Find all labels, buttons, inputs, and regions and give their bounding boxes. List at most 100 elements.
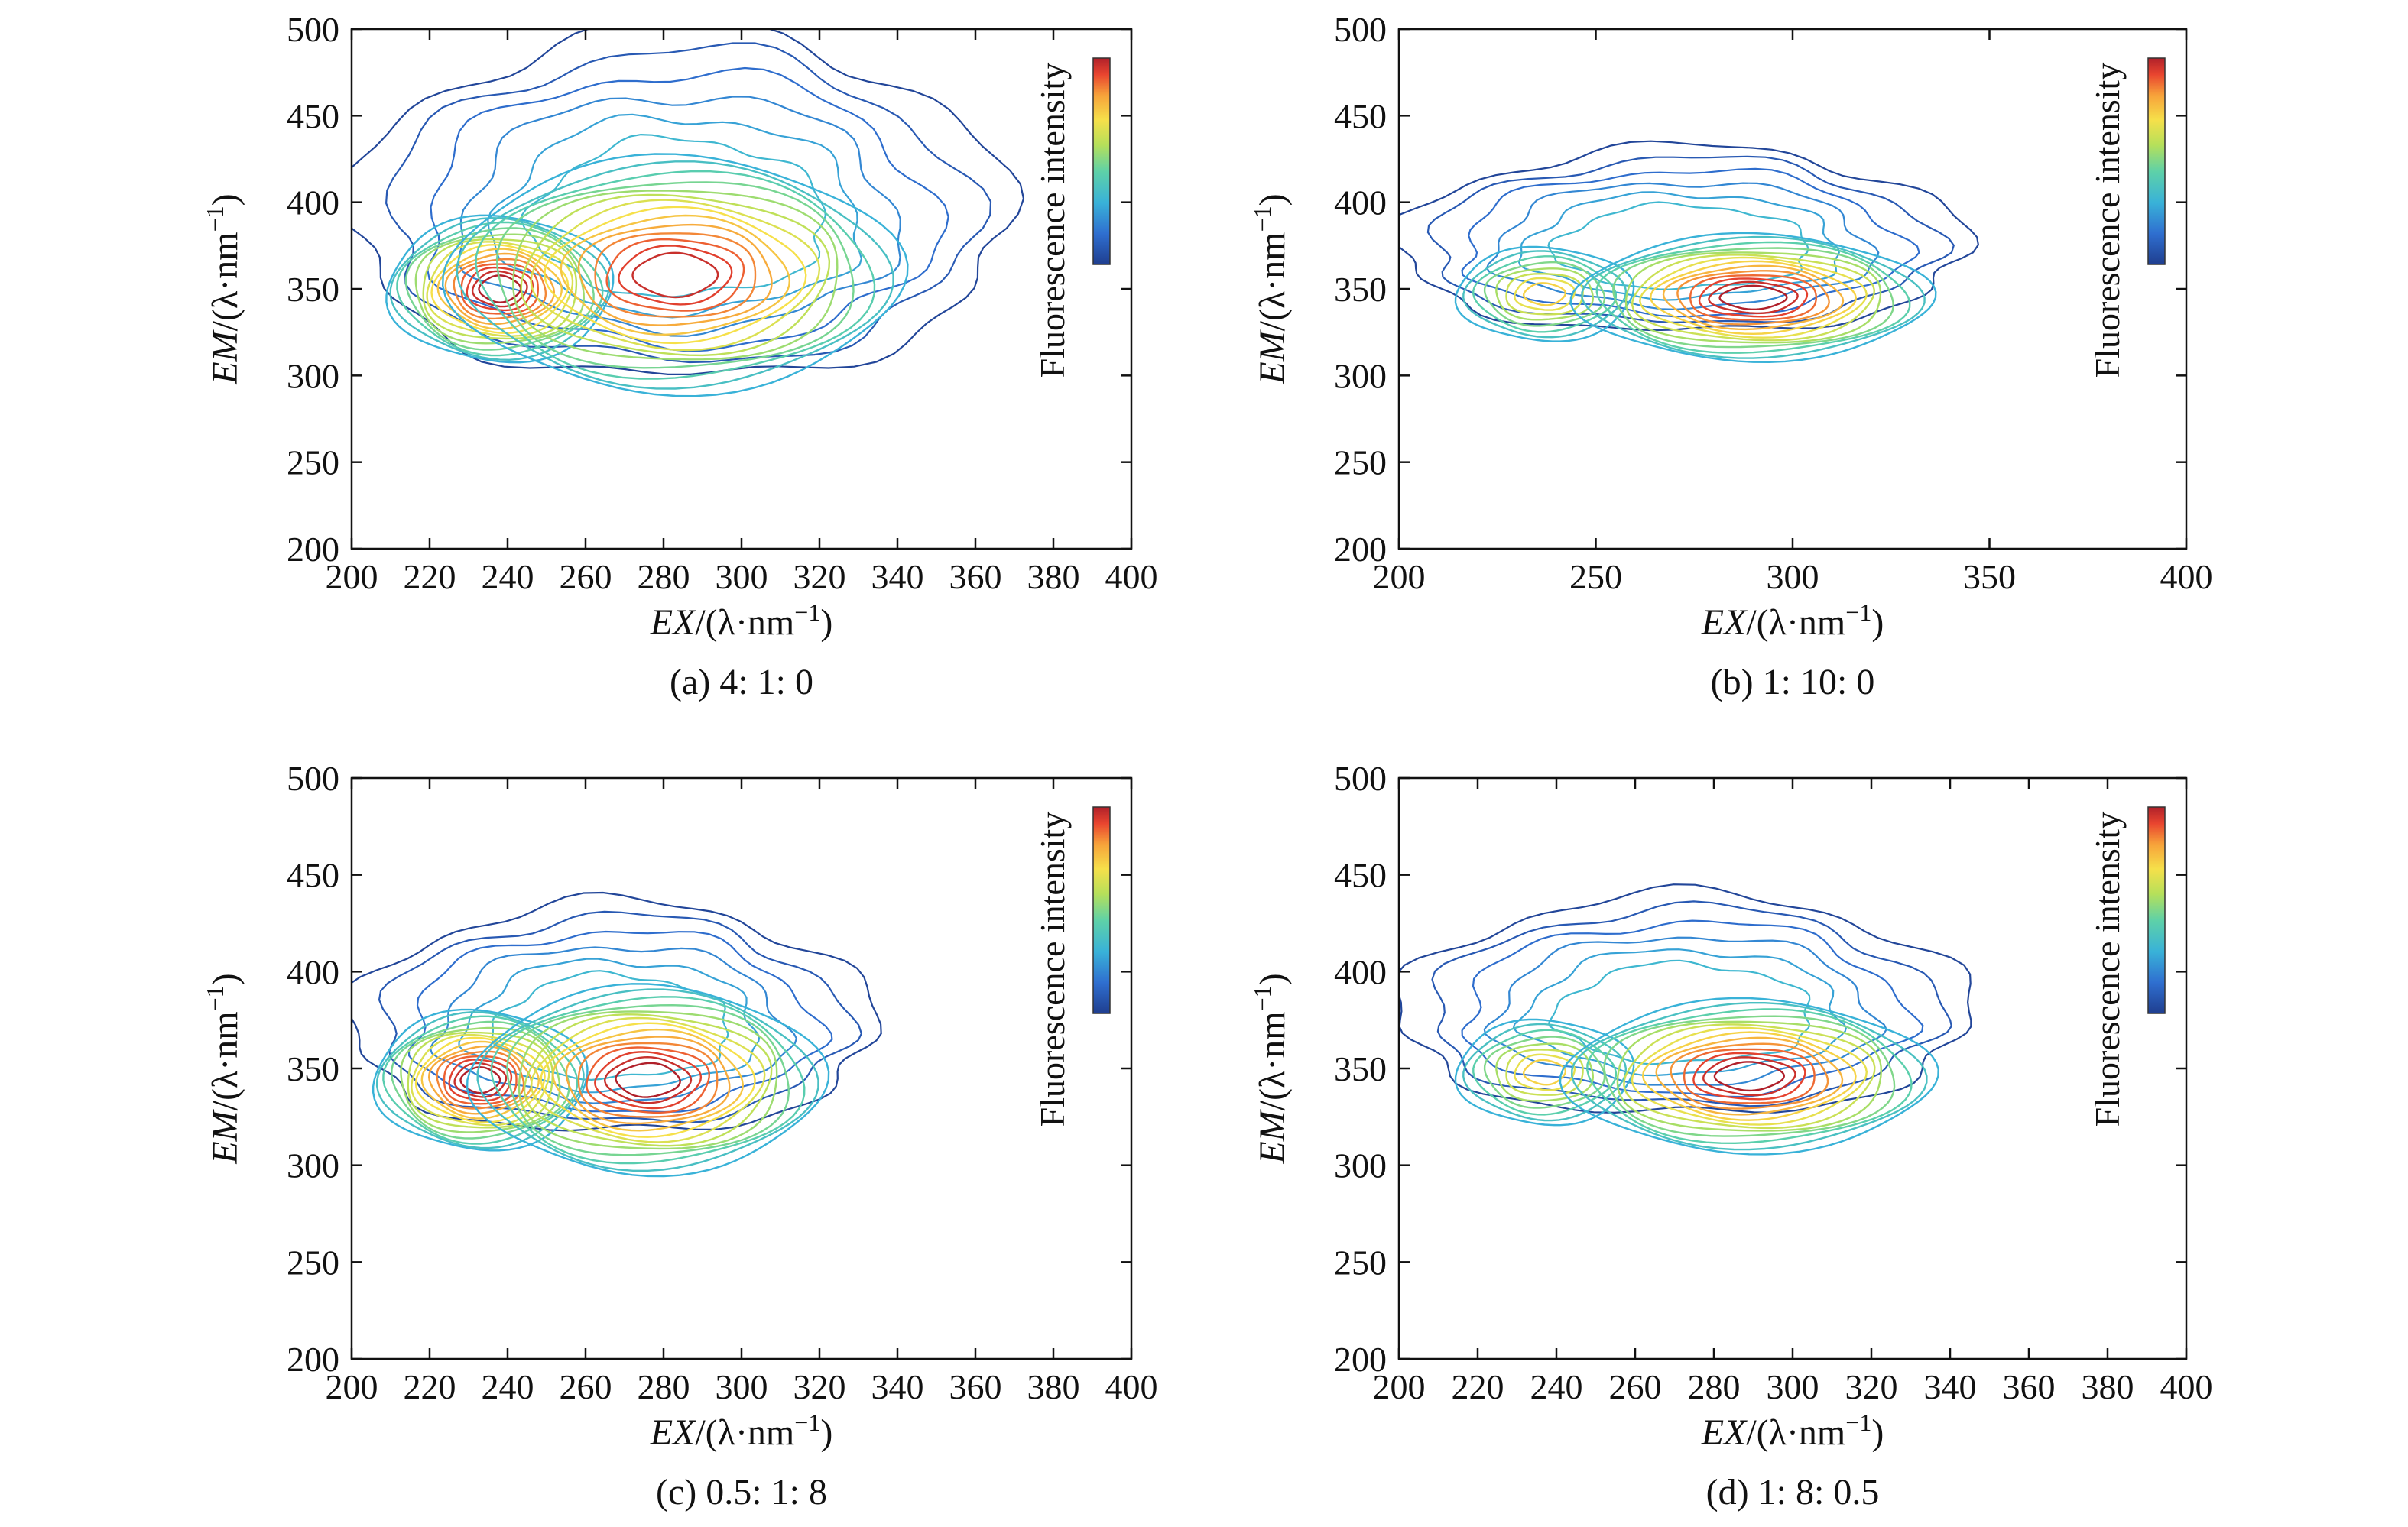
- contour-line: [389, 216, 611, 361]
- contour-envelope: [1483, 936, 1887, 1086]
- plot-frame: [350, 776, 1133, 1360]
- contour-envelope: [385, 42, 992, 364]
- contour-line: [396, 221, 604, 357]
- contour-line: [1472, 255, 1617, 333]
- y-tick-label: 450: [287, 96, 339, 135]
- contour-envelope: [487, 113, 863, 319]
- contour-line: [530, 1016, 766, 1143]
- y-tick-label: 400: [287, 183, 339, 222]
- contour-line: [430, 243, 570, 335]
- contour-line: [490, 996, 806, 1165]
- contour-line: [1718, 284, 1788, 310]
- x-tick-label: 240: [482, 1367, 534, 1406]
- contour-line: [1641, 1031, 1857, 1121]
- contour-envelope: [1399, 140, 1980, 332]
- x-tick-label: 220: [404, 557, 456, 596]
- y-axis-label: EM/(λ·nm−1): [201, 973, 245, 1164]
- contour-line: [1571, 1002, 1928, 1151]
- y-tick-label: 500: [287, 10, 339, 49]
- x-axis-var: EX: [1701, 1412, 1748, 1453]
- y-axis-unit: /(λ·nm: [205, 232, 245, 331]
- x-axis-unit: /(λ·nm: [1746, 602, 1845, 643]
- y-tick-label: 450: [1334, 96, 1387, 135]
- y-axis-close: ): [1252, 973, 1293, 985]
- y-axis-var: EM: [1252, 1108, 1293, 1164]
- contour-line: [443, 1055, 518, 1105]
- contour-line: [404, 227, 595, 351]
- x-tick-label: 380: [1027, 557, 1080, 596]
- x-tick-label: 220: [1452, 1367, 1504, 1406]
- contour-line: [540, 1022, 756, 1138]
- x-tick-label: 200: [326, 1367, 378, 1406]
- x-axis-unit: /(λ·nm: [1746, 1412, 1845, 1453]
- x-axis-exp: −1: [794, 1409, 820, 1436]
- contour-line: [560, 214, 791, 336]
- contour-line: [456, 160, 894, 390]
- contour-line: [1454, 245, 1635, 342]
- x-tick-label: 280: [638, 1367, 690, 1406]
- panel-caption: (c) 0.5: 1: 8: [656, 1472, 827, 1512]
- panel-caption: (d) 1: 8: 0.5: [1706, 1472, 1880, 1512]
- x-tick-label: 300: [716, 557, 768, 596]
- y-axis-exp: −1: [1248, 985, 1276, 1011]
- y-tick-label: 300: [1334, 356, 1387, 395]
- contour-line: [466, 983, 830, 1178]
- y-axis-close: ): [205, 193, 245, 206]
- panel-a: 200 220 240 260 280 300 320 340 360 380 400 200 250 3…: [201, 10, 1158, 702]
- x-tick-label: 250: [1569, 557, 1622, 596]
- contour-line: [459, 1066, 501, 1094]
- contour-line: [1616, 1020, 1883, 1132]
- contour-envelope: [1431, 900, 1952, 1107]
- y-tick-label: 200: [287, 1340, 339, 1379]
- y-tick-label: 400: [287, 952, 339, 991]
- x-tick-label: 340: [871, 557, 924, 596]
- y-tick-label: 400: [1334, 183, 1387, 222]
- contour-line: [1595, 241, 1911, 354]
- contour-line: [1462, 250, 1628, 339]
- contour-line: [1483, 261, 1606, 327]
- contour-line: [1692, 1052, 1806, 1101]
- contour-line: [552, 1028, 745, 1132]
- contour-line: [400, 1026, 561, 1133]
- x-axis-close: ): [820, 1412, 832, 1453]
- contour-line: [436, 1050, 525, 1110]
- y-tick-label: 350: [287, 270, 339, 309]
- panel-d: 200 220 240 260 280 300 320 340 360 380 400 200 250 3…: [1248, 759, 2213, 1512]
- contour-line: [1495, 267, 1595, 321]
- x-axis-unit: /(λ·nm: [695, 602, 794, 643]
- contour-line: [1495, 1042, 1595, 1102]
- x-tick-label: 260: [560, 557, 612, 596]
- y-tick-label: 200: [1334, 530, 1387, 569]
- contour-line: [1514, 277, 1576, 311]
- contour-line: [453, 258, 547, 320]
- x-tick-label: 200: [1373, 1367, 1426, 1406]
- contour-envelope: [352, 29, 1025, 375]
- contour-line: [1708, 280, 1799, 315]
- colorbar-label: Fluorescence intensity: [1033, 63, 1072, 378]
- contour-line: [618, 245, 733, 306]
- y-tick-label: 200: [287, 530, 339, 569]
- contour-line: [577, 223, 773, 326]
- x-tick-label: 220: [404, 1367, 456, 1406]
- contour-line: [594, 232, 757, 318]
- y-tick-label: 350: [287, 1049, 339, 1088]
- contour-line: [444, 252, 556, 326]
- panel-caption: (b) 1: 10: 0: [1711, 662, 1875, 702]
- y-tick-label: 250: [287, 1243, 339, 1282]
- x-axis-label: EX/(λ·nm−1): [650, 598, 833, 643]
- x-tick-label: 240: [482, 557, 534, 596]
- contour-line: [544, 206, 807, 345]
- x-axis-exp: −1: [794, 598, 820, 626]
- contour-envelope: [1461, 167, 1920, 318]
- y-axis-unit: /(λ·nm: [1252, 232, 1293, 331]
- x-tick-label: 340: [871, 1367, 924, 1406]
- y-axis-label: EM/(λ·nm−1): [201, 193, 245, 384]
- x-tick-label: 340: [1924, 1367, 1977, 1406]
- contour-line: [1702, 1056, 1796, 1097]
- y-tick-label: 300: [287, 1146, 339, 1185]
- x-tick-label: 360: [949, 557, 1002, 596]
- contour-lines: [1399, 883, 1972, 1156]
- x-axis-var: EX: [1701, 602, 1748, 643]
- contour-line: [1505, 272, 1584, 316]
- colorbar-label: Fluorescence intensity: [1033, 812, 1072, 1127]
